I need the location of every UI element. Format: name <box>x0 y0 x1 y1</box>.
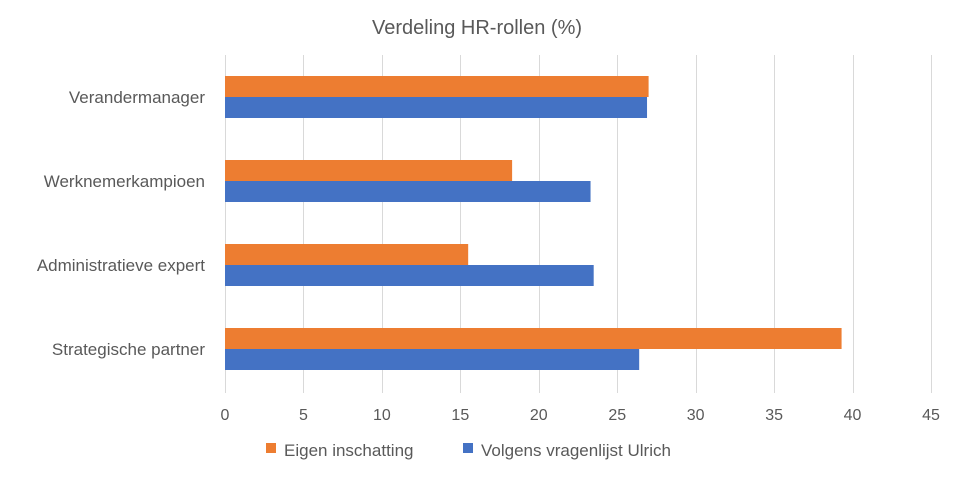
x-tick-label-5: 25 <box>608 407 626 424</box>
bar-eigen-inschatting-werknemerkampioen <box>225 160 513 181</box>
x-tick-label-6: 30 <box>687 407 705 424</box>
x-tick-label-8: 40 <box>844 407 862 424</box>
legend-swatch-volgens-vragenlijst-ulrich <box>463 443 473 453</box>
x-tick-label-9: 45 <box>922 407 940 424</box>
x-tick-label-2: 10 <box>373 407 391 424</box>
bar-volgens-vragenlijst-ulrich-werknemerkampioen <box>225 181 591 202</box>
x-tick-label-1: 5 <box>299 407 308 424</box>
bar-eigen-inschatting-strategische-partner <box>225 328 842 349</box>
bar-eigen-inschatting-verandermanager <box>225 76 649 97</box>
category-labels: Verandermanager Werknemerkampioen Administ… <box>37 88 206 359</box>
x-tick-labels: 0 5 10 15 20 25 30 35 40 45 <box>221 407 940 424</box>
x-tick-label-4: 20 <box>530 407 548 424</box>
category-label-strategische-partner: Strategische partner <box>52 340 205 359</box>
bar-volgens-vragenlijst-ulrich-strategische-partner <box>225 349 640 370</box>
bar-volgens-vragenlijst-ulrich-verandermanager <box>225 97 648 118</box>
category-label-administratieve-expert: Administratieve expert <box>37 256 205 275</box>
chart-title: Verdeling HR-rollen (%) <box>372 17 582 39</box>
legend: Eigen inschatting Volgens vragenlijst Ul… <box>266 441 671 460</box>
bar-volgens-vragenlijst-ulrich-administratieve-expert <box>225 265 594 286</box>
category-label-werknemerkampioen: Werknemerkampioen <box>44 172 205 191</box>
bar-eigen-inschatting-administratieve-expert <box>225 244 469 265</box>
bars <box>225 76 842 370</box>
category-label-verandermanager: Verandermanager <box>69 88 205 107</box>
legend-swatch-eigen-inschatting <box>266 443 276 453</box>
x-tick-label-0: 0 <box>221 407 230 424</box>
x-tick-label-3: 15 <box>451 407 469 424</box>
x-tick-label-7: 35 <box>765 407 783 424</box>
legend-label-eigen-inschatting: Eigen inschatting <box>284 441 413 460</box>
legend-label-volgens-vragenlijst-ulrich: Volgens vragenlijst Ulrich <box>481 441 671 460</box>
